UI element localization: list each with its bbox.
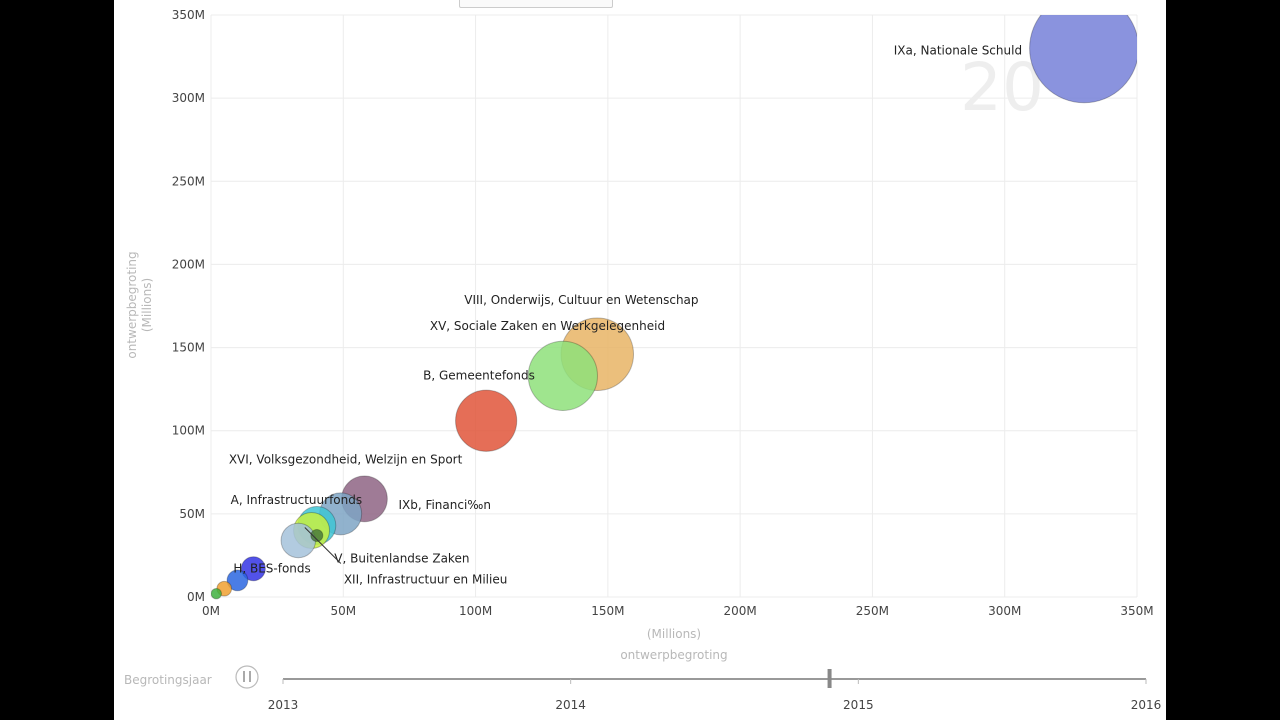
y-tick-label: 50M — [179, 507, 205, 521]
slider-tick-label: 2014 — [555, 698, 586, 712]
bubble — [455, 389, 518, 452]
bubble-label: VIII, Onderwijs, Cultuur en Wetenschap — [464, 293, 698, 307]
x-tick-label: 50M — [330, 604, 356, 618]
y-tick-label: 150M — [172, 341, 205, 355]
grid — [210, 14, 1138, 598]
y-tick-label: 300M — [172, 91, 205, 105]
bubble-chart: 20 IXa, Nationale Schuld VIII, Onderwijs,… — [124, 8, 1162, 712]
x-tick-label: 100M — [459, 604, 492, 618]
x-axis-title: ontwerpbegroting — [620, 648, 727, 662]
x-tick-label: 150M — [591, 604, 624, 618]
bubble — [527, 340, 598, 411]
y-tick-label: 100M — [172, 424, 205, 438]
bubble-label: A, Infrastructuurfonds — [231, 493, 362, 507]
bubble-label: XVI, Volksgezondheid, Welzijn en Sport — [229, 452, 463, 466]
bubble-label: H, BES-fonds — [233, 562, 310, 576]
y-tick-label: 0M — [187, 590, 205, 604]
bubble — [310, 528, 324, 542]
x-tick-label: 350M — [1120, 604, 1153, 618]
bubble-label: XII, Infrastructuur en Milieu — [344, 572, 508, 586]
x-tick-label: 250M — [856, 604, 889, 618]
top-control-box[interactable] — [459, 0, 613, 8]
x-tick-label: 200M — [724, 604, 757, 618]
y-axis-label: ontwerpbegroting — [125, 251, 139, 358]
play-axis-label: Begrotingsjaar — [124, 673, 212, 687]
slider-tick-label: 2013 — [268, 698, 299, 712]
year-watermark: 20 — [960, 49, 1044, 126]
leader-line — [304, 527, 342, 564]
slider-tick-label: 2015 — [843, 698, 874, 712]
play-pause-button[interactable] — [235, 665, 259, 689]
y-tick-label: 250M — [172, 174, 205, 188]
axis-ticks: 0M 50M 100M 150M 200M 250M 300M 350M 0M 50M 100M 15… — [172, 8, 1154, 618]
bubble — [280, 522, 317, 559]
bubbles — [211, 15, 1137, 600]
bubble — [226, 569, 249, 592]
bubble-label: V, Buitenlandse Zaken — [334, 551, 469, 565]
slider-tick-label: 2016 — [1131, 698, 1162, 712]
y-tick-label: 350M — [172, 8, 205, 22]
x-tick-label: 300M — [988, 604, 1021, 618]
x-tick-label: 0M — [202, 604, 220, 618]
bubble-label: IXb, Financi‰n — [398, 498, 491, 512]
bubble-label: B, Gemeentefonds — [423, 369, 535, 383]
y-axis-title: ontwerpbegroting(Millions) — [125, 251, 154, 358]
power-view-canvas: 20 IXa, Nationale Schuld VIII, Onderwijs,… — [114, 0, 1166, 720]
bubble-labels: IXa, Nationale Schuld VIII, Onderwijs, Cu… — [229, 43, 1022, 586]
y-tick-label: 200M — [172, 257, 205, 271]
bubble-label: XV, Sociale Zaken en Werkgelegenheid — [430, 319, 665, 333]
bubble — [1029, 15, 1137, 104]
y-axis-unit: (Millions) — [140, 278, 154, 332]
bubble — [240, 556, 266, 582]
x-axis-unit: (Millions) — [647, 627, 701, 641]
pause-icon — [243, 671, 245, 682]
play-axis-slider[interactable]: 2013 2014 2015 2016 — [268, 669, 1162, 712]
slider-thumb[interactable] — [827, 669, 832, 688]
bubble-label: IXa, Nationale Schuld — [894, 43, 1022, 57]
bubble — [211, 587, 222, 600]
